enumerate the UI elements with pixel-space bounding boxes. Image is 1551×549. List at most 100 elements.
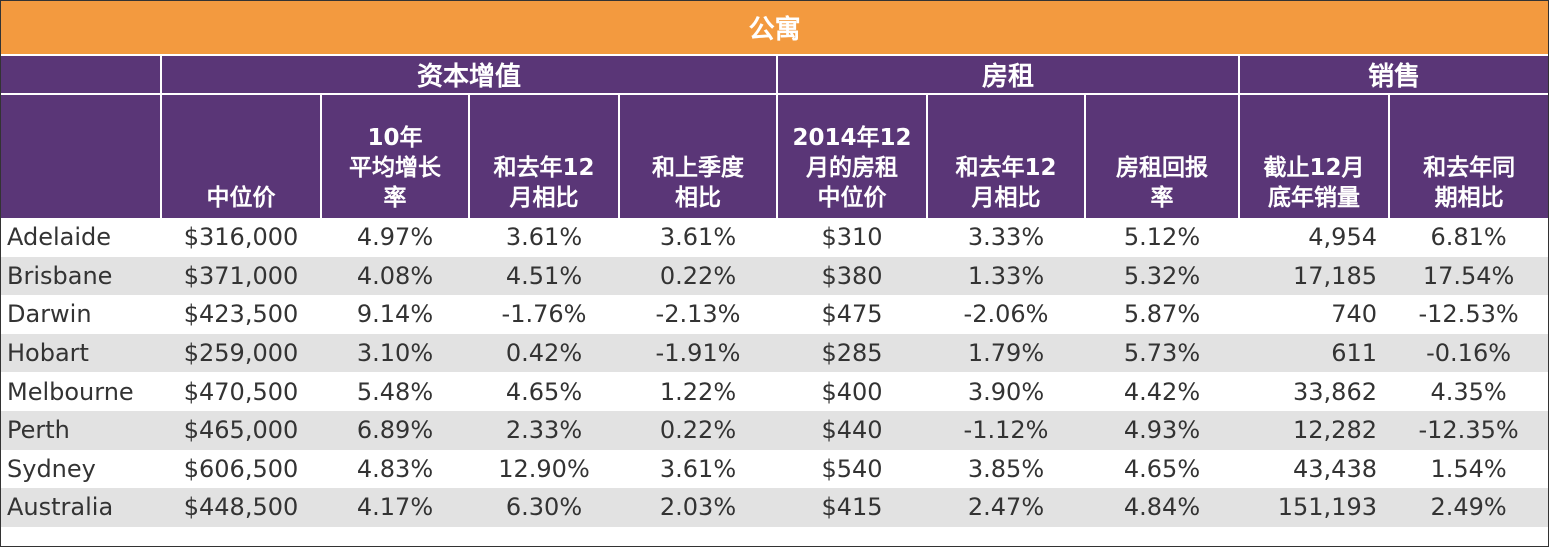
growth-10y-cell: 5.48% [321,372,469,411]
sales-vs-last-year-cell: 6.81% [1389,218,1548,257]
rent-yield-cell: 4.84% [1085,488,1239,527]
vs-last-quarter-cell: 3.61% [619,449,777,489]
rent-median-cell: $400 [777,372,927,411]
vs-last-december-cell: 0.42% [469,333,619,373]
city-cell: Perth [1,410,161,450]
vs-last-quarter-cell: 3.61% [619,218,777,257]
group-header-sales: 销售 [1239,55,1548,95]
annual-sales-cell: 33,862 [1239,372,1389,411]
sales-vs-last-year-cell: 2.49% [1389,488,1548,527]
table-row: Brisbane $371,000 4.08% 4.51% 0.22% $380 1.33%… [1,256,1548,296]
rent-median-cell: $440 [777,410,927,450]
column-header-sales-vs-last-year: 和去年同 期相比 [1389,94,1548,218]
median-price-cell: $465,000 [161,410,321,450]
vs-last-december-cell: 2.33% [469,410,619,450]
sales-vs-last-year-cell: 4.35% [1389,372,1548,411]
annual-sales-cell: 740 [1239,295,1389,334]
vs-last-december-cell: 4.51% [469,256,619,296]
rent-vs-last-december-cell: 1.33% [927,256,1085,296]
rent-vs-last-december-cell: 3.90% [927,372,1085,411]
city-cell: Hobart [1,333,161,373]
table-row: Darwin $423,500 9.14% -1.76% -2.13% $475 -2.06… [1,295,1548,334]
sales-vs-last-year-cell: 1.54% [1389,449,1548,489]
vs-last-quarter-cell: 0.22% [619,410,777,450]
group-header-empty [1,55,162,95]
vs-last-december-cell: -1.76% [469,295,619,334]
column-header-annual-sales: 截止12月 底年销量 [1239,94,1390,218]
column-header-city [1,94,162,218]
annual-sales-cell: 4,954 [1239,218,1389,257]
median-price-cell: $371,000 [161,256,321,296]
table-body: Adelaide $316,000 4.97% 3.61% 3.61% $310 3.33%… [1,218,1548,527]
column-header-vs-last-quarter: 和上季度 相比 [619,94,778,218]
vs-last-december-cell: 12.90% [469,449,619,489]
rent-yield-cell: 4.42% [1085,372,1239,411]
annual-sales-cell: 611 [1239,333,1389,373]
sales-vs-last-year-cell: -0.16% [1389,333,1548,373]
apartment-market-table: 公寓 资本增值 房租 销售 中位价 10年 平均增长 率 和去年12 月相比 和… [1,1,1548,527]
column-header-rent-vs-last-december: 和去年12 月相比 [927,94,1086,218]
city-cell: Australia [1,488,161,527]
city-cell: Sydney [1,449,161,489]
growth-10y-cell: 4.97% [321,218,469,257]
group-header-rent: 房租 [777,55,1240,95]
growth-10y-cell: 6.89% [321,410,469,450]
city-cell: Darwin [1,295,161,334]
median-price-cell: $316,000 [161,218,321,257]
rent-vs-last-december-cell: -1.12% [927,410,1085,450]
city-cell: Adelaide [1,218,161,257]
vs-last-quarter-cell: 1.22% [619,372,777,411]
rent-yield-cell: 5.73% [1085,333,1239,373]
table-row: Sydney $606,500 4.83% 12.90% 3.61% $540 3.85% 4… [1,449,1548,489]
median-price-cell: $606,500 [161,449,321,489]
rent-vs-last-december-cell: 1.79% [927,333,1085,373]
rent-yield-cell: 5.87% [1085,295,1239,334]
rent-median-cell: $310 [777,218,927,257]
vs-last-quarter-cell: 0.22% [619,256,777,296]
table-row: Perth $465,000 6.89% 2.33% 0.22% $440 -1.12% 4.… [1,410,1548,450]
growth-10y-cell: 3.10% [321,333,469,373]
city-cell: Melbourne [1,372,161,411]
column-header-rent-median: 2014年12 月的房租 中位价 [777,94,928,218]
median-price-cell: $259,000 [161,333,321,373]
sales-vs-last-year-cell: -12.35% [1389,410,1548,450]
rent-median-cell: $475 [777,295,927,334]
table-row: Hobart $259,000 3.10% 0.42% -1.91% $285 1.79% 5… [1,333,1548,373]
table-title: 公寓 [1,1,1548,56]
growth-10y-cell: 4.17% [321,488,469,527]
growth-10y-cell: 4.08% [321,256,469,296]
vs-last-december-cell: 4.65% [469,372,619,411]
annual-sales-cell: 12,282 [1239,410,1389,450]
group-header-capital-growth: 资本增值 [161,55,778,95]
rent-median-cell: $415 [777,488,927,527]
table-row: Adelaide $316,000 4.97% 3.61% 3.61% $310 3.33%… [1,218,1548,257]
sales-vs-last-year-cell: -12.53% [1389,295,1548,334]
column-header-row: 中位价 10年 平均增长 率 和去年12 月相比 和上季度 相比 2014年12… [1,94,1548,218]
column-header-10y-growth: 10年 平均增长 率 [321,94,470,218]
vs-last-december-cell: 3.61% [469,218,619,257]
city-cell: Brisbane [1,256,161,296]
median-price-cell: $448,500 [161,488,321,527]
group-header-row: 资本增值 房租 销售 [1,55,1548,95]
growth-10y-cell: 9.14% [321,295,469,334]
median-price-cell: $423,500 [161,295,321,334]
table-row: Australia $448,500 4.17% 6.30% 2.03% $415 2.47… [1,488,1548,527]
column-header-vs-last-december: 和去年12 月相比 [469,94,620,218]
rent-median-cell: $285 [777,333,927,373]
rent-yield-cell: 4.65% [1085,449,1239,489]
column-header-rent-yield: 房租回报 率 [1085,94,1240,218]
rent-vs-last-december-cell: -2.06% [927,295,1085,334]
rent-yield-cell: 5.32% [1085,256,1239,296]
median-price-cell: $470,500 [161,372,321,411]
title-row: 公寓 [1,1,1548,56]
annual-sales-cell: 151,193 [1239,488,1389,527]
rent-vs-last-december-cell: 3.33% [927,218,1085,257]
annual-sales-cell: 43,438 [1239,449,1389,489]
rent-vs-last-december-cell: 2.47% [927,488,1085,527]
sales-vs-last-year-cell: 17.54% [1389,256,1548,296]
annual-sales-cell: 17,185 [1239,256,1389,296]
rent-median-cell: $540 [777,449,927,489]
vs-last-quarter-cell: 2.03% [619,488,777,527]
vs-last-quarter-cell: -1.91% [619,333,777,373]
